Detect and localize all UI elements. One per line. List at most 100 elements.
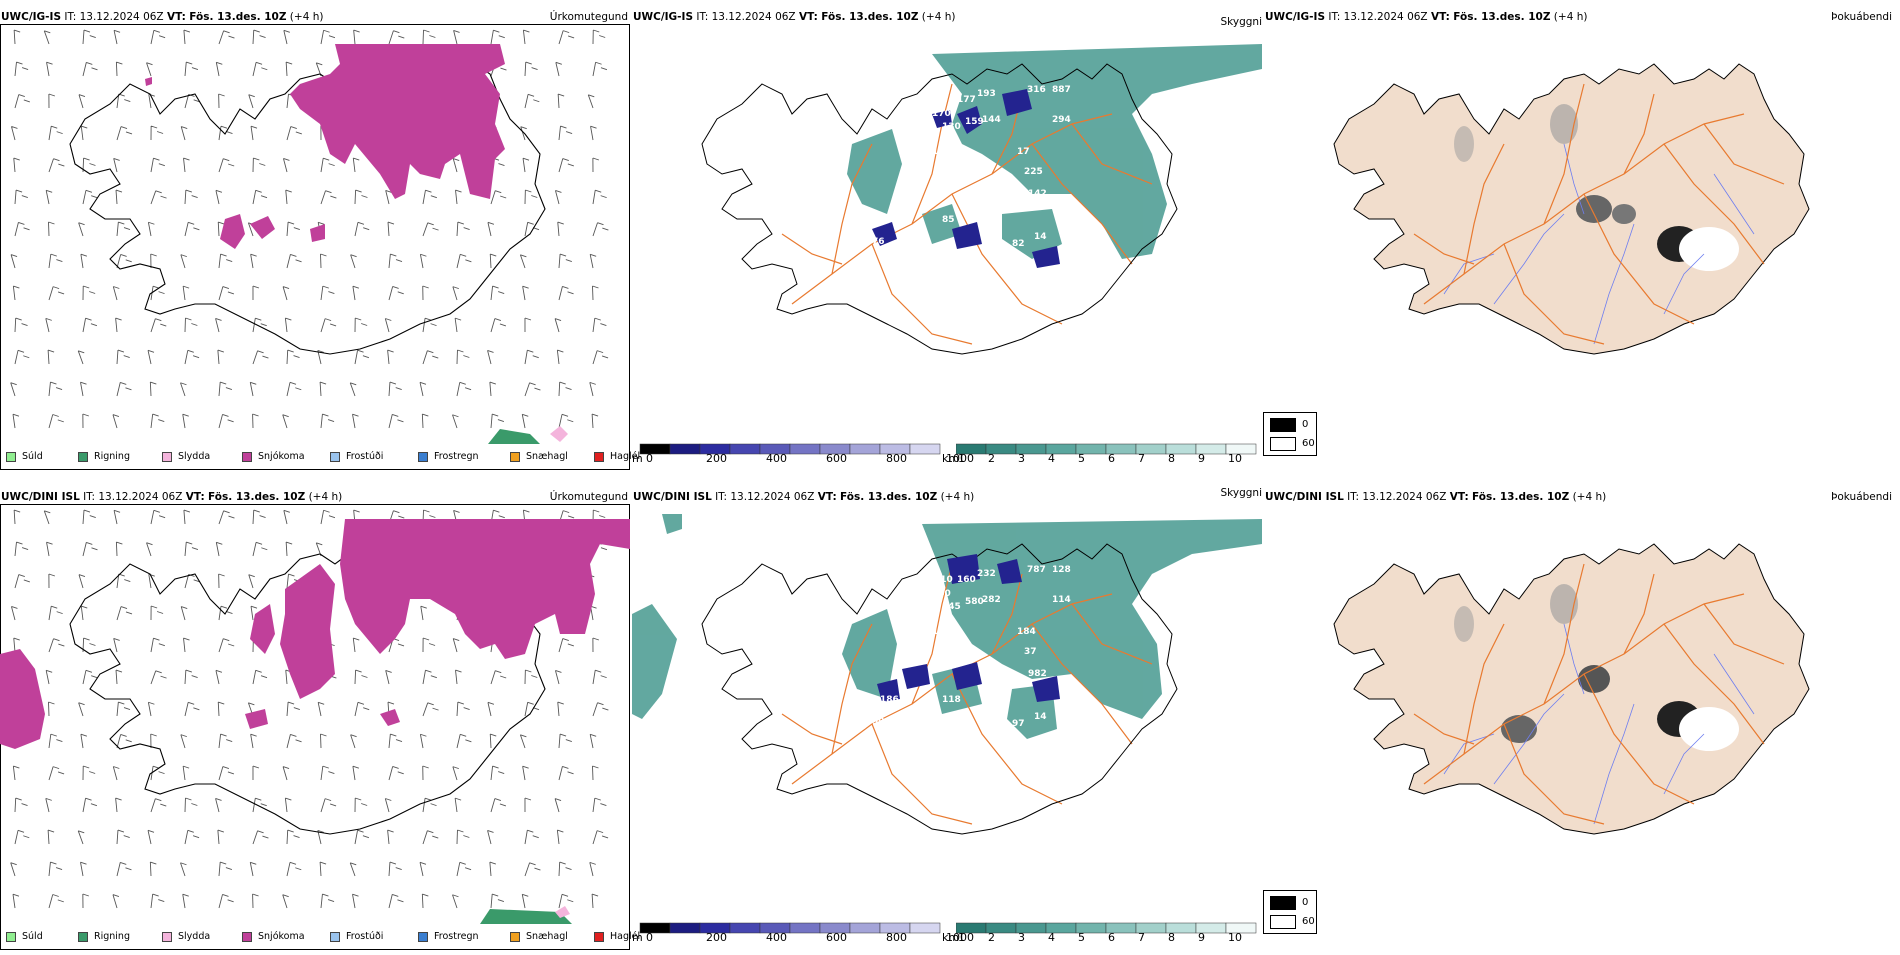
it-label: IT: [64,11,77,23]
wind-barb [45,797,52,813]
wind-barb [48,638,65,653]
wind-barb [587,94,595,109]
wind-barb [558,381,572,397]
wind-barb [592,702,609,717]
road [1463,143,1505,275]
legend-label: Frostúði [346,931,384,942]
wind-barb [320,893,335,909]
cloud-base-label: 128 [1052,565,1071,575]
wind-barb [218,638,235,653]
wind-barb [184,317,198,333]
wind-barb [250,253,257,269]
wind-barb [589,381,596,397]
wind-barb [286,349,300,365]
river [1493,693,1565,785]
panel-header: UWC/IG-IS IT: 13.12.2024 06Z VT: Fös. 13… [1265,11,1587,23]
wind-barb [352,413,359,429]
cloud-base-label: 787 [1027,565,1046,575]
wind-barb [422,350,439,365]
cloud-base-label: 144 [982,115,1001,125]
wind-barb [116,381,132,397]
wind-barb [524,349,539,365]
wind-barb [215,318,222,333]
precip-panel-2: UWC/DINI ISL IT: 13.12.2024 06Z VT: Fös.… [0,490,640,955]
wind-barb [116,126,133,141]
wind-barb [116,254,132,269]
wind-barb [352,157,360,173]
road [911,83,953,225]
wind-barb [183,157,190,173]
cloud-base-tick: 400 [766,931,787,944]
cloud-base-scale [639,922,941,934]
wind-barb [150,733,157,749]
wind-barb [147,829,155,845]
river [1713,653,1755,715]
wind-barb [182,285,190,301]
wind-barb [217,701,225,717]
visibility-tick: 6 [1108,931,1115,944]
panel-title: Þokuábendi [1831,491,1892,503]
wind-barb [14,61,29,77]
wind-barb [354,701,370,717]
wind-barb [150,893,165,909]
panel-title: Skyggni [1220,487,1263,499]
vt-label: VT: [185,491,205,503]
wind-barb [320,765,335,781]
cloud-base-label: 130 [942,122,961,132]
wind-barb [283,158,290,173]
wind-barb [116,701,131,717]
visibility-scale [955,922,1257,934]
cloud-base-label: 887 [1052,85,1071,95]
wind-barb [558,253,572,269]
wind-barb [48,766,65,781]
cloud-base-swatch [729,443,761,455]
wind-barb [524,221,540,237]
wind-barb [252,765,260,781]
wind-barb [252,157,266,173]
cloud-base-swatch [849,922,881,934]
wind-barb [252,29,266,45]
panel-title: Skyggni [1220,16,1263,28]
vt-label: VT: [1449,491,1469,503]
wind-barb [349,382,357,397]
wind-barb [556,829,564,845]
cloud-base-label: 133 [932,627,951,637]
wind-barb [147,221,155,237]
wind-barb [388,766,404,781]
rain-spots [488,429,540,444]
wind-barb [116,606,133,621]
visibility-tick: 4 [1048,931,1055,944]
wind-barb [419,861,427,877]
wind-barb [14,317,28,333]
wind-barb [14,349,30,365]
vt-label: VT: [166,11,186,23]
cloud-base-label: 982 [1028,669,1047,679]
wind-barb [13,509,21,525]
wind-barb [524,61,538,77]
visibility-tick: 2 [988,452,995,465]
wind-barb [419,733,427,749]
wind-barb [112,286,120,301]
cloud-base-swatch [909,443,941,455]
cloud-base-tick: 200 [706,931,727,944]
wind-barb [82,541,98,557]
model-name: UWC/DINI ISL [633,491,712,503]
wind-barb [252,413,259,429]
cloud-base-label: 114 [1052,595,1071,605]
visibility-tick: 6 [1108,452,1115,465]
wind-barb [215,189,223,205]
it-label: IT: [696,11,709,23]
wind-barb [248,574,255,589]
wind-barb [352,285,360,301]
wind-barb [77,830,85,845]
iceland-outline [701,63,1178,355]
snow-areas [0,519,630,749]
wind-barb [590,125,597,141]
cloud-panel-2: UWC/DINI ISL IT: 13.12.2024 06Z VT: Fös.… [632,487,1264,955]
wind-barb [524,669,538,685]
wind-barb [218,605,233,621]
wind-barb [320,733,327,749]
road [831,623,873,755]
it-value: 13.12.2024 06Z [1343,11,1428,23]
